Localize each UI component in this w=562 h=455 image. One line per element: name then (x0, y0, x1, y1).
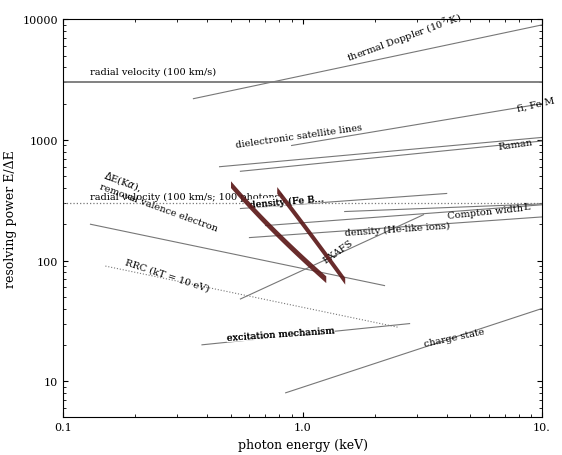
Text: density (Fe B...: density (Fe B... (250, 193, 325, 209)
Text: charge state: charge state (424, 326, 486, 348)
Text: Raman: Raman (497, 138, 533, 152)
Text: radial velocity (100 km/s; 100 photons): radial velocity (100 km/s; 100 photons) (90, 192, 284, 202)
Text: thermal Doppler (10$^7$ K): thermal Doppler (10$^7$ K) (345, 10, 464, 66)
Text: EXAFS: EXAFS (321, 238, 355, 265)
Text: fi, Fe M: fi, Fe M (516, 96, 555, 113)
Y-axis label: resolving power E/ΔE: resolving power E/ΔE (4, 150, 17, 288)
Text: Compton width: Compton width (447, 203, 523, 220)
Text: RRC (kT = 10 eV): RRC (kT = 10 eV) (124, 258, 211, 293)
Text: L: L (523, 202, 529, 212)
Text: excitation mechanism: excitation mechanism (226, 326, 335, 343)
Text: radial velocity (100 km/s): radial velocity (100 km/s) (90, 68, 216, 77)
Text: excitation mechanism: excitation mechanism (226, 326, 335, 343)
Text: density (He-like ions): density (He-like ions) (345, 221, 451, 237)
X-axis label: photon energy (keV): photon energy (keV) (238, 438, 368, 451)
Text: dielectronic satellite lines: dielectronic satellite lines (234, 122, 362, 149)
Text: density (Fe B...: density (Fe B... (250, 193, 325, 209)
Text: $\Delta$E(K$\alpha$),
removal valence electron: $\Delta$E(K$\alpha$), removal valence el… (98, 169, 224, 233)
